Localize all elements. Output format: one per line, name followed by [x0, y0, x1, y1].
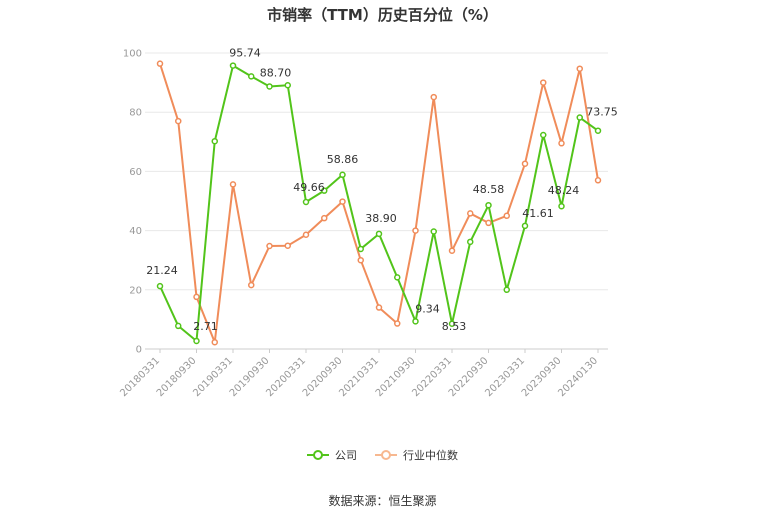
data-label-6: 88.70	[260, 66, 292, 79]
data-label-8: 49.66	[293, 181, 325, 194]
y-tick-label-40: 40	[129, 226, 142, 237]
data-label-14: 9.34	[415, 302, 440, 315]
series-1-point-0	[156, 60, 164, 67]
series-0-point-6	[266, 83, 273, 90]
chart-title: 市销率（TTM）历史百分位（%）	[267, 6, 498, 24]
series-1-point-16	[448, 247, 456, 254]
series-1-point-2	[193, 293, 200, 301]
series-points	[156, 60, 602, 346]
series-0-point-20	[521, 222, 529, 230]
data-label-4: 95.74	[229, 47, 261, 60]
legend-company-icon	[307, 450, 329, 460]
data-label-0: 21.24	[146, 264, 178, 277]
legend-company-label: 公司	[335, 449, 357, 462]
series-1-point-6	[266, 242, 273, 250]
series-1-point-1	[175, 117, 182, 125]
series-0-point-24	[594, 127, 602, 134]
series-1-point-18	[485, 219, 492, 227]
series-1-point-5	[248, 281, 255, 289]
series-0-point-1	[175, 322, 182, 330]
series-1-point-10	[339, 198, 346, 205]
series-lines	[159, 63, 599, 344]
series-0-point-15	[430, 228, 437, 235]
series-0-point-18	[485, 201, 492, 209]
series-1-point-12	[375, 304, 383, 311]
line-chart: 0 20 40 60 80 100 201803312018093020190331201…	[118, 47, 618, 400]
series-1-point-21	[540, 79, 547, 86]
data-label-2: 2.71	[193, 320, 218, 333]
series-1-point-24	[594, 177, 602, 184]
series-1-point-23	[576, 65, 583, 72]
series-1-point-22	[558, 140, 565, 147]
series-0-point-13	[394, 274, 401, 281]
legend-industry-icon	[375, 450, 397, 460]
series-line-0	[159, 64, 599, 342]
legend-industry-label: 行业中位数	[403, 449, 458, 462]
series-1-point-15	[430, 93, 437, 101]
series-0-point-12	[375, 230, 383, 238]
series-0-point-0	[156, 282, 164, 290]
series-0-point-10	[339, 171, 346, 179]
grid-lines	[145, 52, 608, 291]
series-1-point-4	[229, 181, 237, 188]
series-0-point-3	[211, 137, 218, 145]
y-tick-label-20: 20	[129, 285, 142, 296]
data-label-18: 48.58	[473, 183, 505, 196]
data-label-16: 8.53	[442, 320, 467, 333]
series-1-point-19	[503, 212, 510, 220]
series-0-point-19	[503, 286, 510, 294]
series-0-point-11	[357, 245, 364, 253]
series-0-point-2	[193, 337, 200, 345]
data-label-20: 41.61	[522, 207, 554, 220]
series-1-point-8	[302, 231, 310, 238]
x-tick-label-12: 20240130	[556, 355, 600, 399]
series-0-point-4	[229, 62, 237, 69]
legend-item-company[interactable]: 公司	[307, 447, 357, 463]
data-labels: 21.24 2.71 95.74 88.70 49.66 58.86 38.90 9.348.…	[146, 47, 618, 333]
x-axis: 2018033120180930201903312019093020200331…	[118, 348, 608, 399]
series-0-point-8	[302, 198, 310, 206]
series-1-point-14	[412, 227, 419, 234]
data-label-24: 73.75	[586, 106, 618, 119]
data-source: 数据来源：恒生聚源	[328, 494, 437, 508]
series-0-point-17	[467, 238, 474, 246]
series-1-point-3	[211, 338, 218, 346]
series-0-point-21	[540, 131, 547, 139]
series-1-point-11	[357, 256, 364, 264]
series-0-point-5	[248, 73, 255, 80]
series-0-point-16	[448, 320, 456, 328]
legend-item-industry-median[interactable]: 行业中位数	[375, 447, 458, 463]
y-tick-label-60: 60	[129, 167, 142, 178]
data-label-12: 38.90	[365, 212, 397, 225]
y-tick-label-80: 80	[129, 108, 142, 119]
series-0-point-22	[558, 202, 565, 210]
series-0-point-14	[412, 318, 419, 325]
series-1-point-20	[521, 160, 529, 167]
series-0-point-23	[576, 114, 583, 121]
series-1-point-17	[467, 210, 474, 217]
series-0-point-7	[284, 82, 291, 89]
legend: 公司 行业中位数	[0, 447, 765, 463]
series-0-point-9	[321, 187, 328, 194]
series-1-point-7	[284, 242, 291, 249]
y-axis-ticks: 0 20 40 60 80 100	[123, 49, 142, 356]
series-line-1	[159, 63, 599, 344]
data-label-10: 58.86	[327, 153, 359, 166]
series-1-point-9	[321, 214, 328, 222]
series-1-point-13	[394, 320, 401, 327]
y-tick-label-0: 0	[136, 345, 142, 356]
y-tick-label-100: 100	[123, 49, 142, 60]
data-label-22: 48.24	[548, 184, 580, 197]
